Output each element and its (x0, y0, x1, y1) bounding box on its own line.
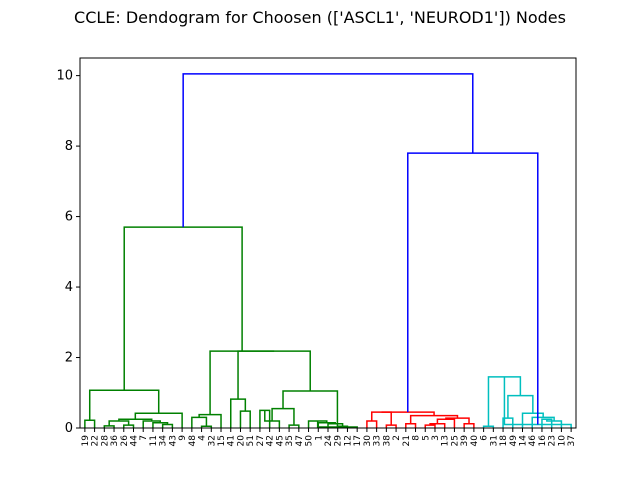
x-tick-label: 4 (198, 435, 208, 441)
dendrogram-link (161, 423, 174, 428)
dendrogram-link (463, 423, 475, 428)
x-tick-label: 38 (382, 435, 392, 447)
x-tick-label: 16 (538, 435, 548, 447)
x-tick-label: 14 (519, 435, 529, 447)
x-tick-label: 7 (139, 435, 149, 441)
dendrogram-link (191, 416, 208, 428)
x-tick-label: 31 (489, 435, 499, 446)
x-tick-label: 30 (363, 435, 373, 447)
x-tick-label: 33 (373, 435, 383, 446)
y-tick-label: 10 (56, 69, 73, 84)
dendrogram-link (409, 414, 459, 424)
x-tick-label: 50 (305, 435, 315, 447)
y-tick-label: 8 (65, 139, 73, 154)
dendrogram-link (316, 420, 358, 428)
dendrogram-link (371, 411, 392, 426)
dendrogram-link (405, 423, 417, 428)
x-tick-label: 25 (450, 435, 460, 446)
x-tick-label: 15 (217, 435, 227, 446)
dendrogram-link (209, 350, 275, 415)
dendrogram-link (152, 421, 169, 428)
dendrogram-link (385, 424, 397, 428)
x-tick-label: 21 (402, 435, 412, 446)
x-tick-label: 20 (236, 435, 246, 447)
x-tick-label: 29 (334, 435, 344, 447)
y-tick-label: 0 (65, 421, 73, 436)
y-tick-label: 2 (65, 351, 73, 366)
dendrogram-link (239, 410, 251, 428)
x-tick-label: 28 (100, 435, 110, 447)
x-tick-label: 45 (275, 435, 285, 446)
x-tick-label: 43 (168, 435, 178, 446)
x-tick-label: 17 (353, 435, 363, 446)
x-tick-label: 2 (392, 435, 402, 441)
x-tick-label: 37 (567, 435, 577, 446)
x-tick-label: 22 (91, 435, 101, 446)
dendrogram-link (198, 413, 222, 428)
dendrogram-link (123, 226, 243, 391)
dendrogram-links (84, 73, 572, 428)
x-tick-label: 18 (499, 435, 509, 447)
x-tick-label: 24 (324, 435, 334, 447)
chart-title: CCLE: Dendogram for Choosen (['ASCL1', '… (74, 8, 566, 27)
dendrogram-link (103, 425, 115, 428)
x-tick-label: 5 (421, 435, 431, 441)
x-tick-label: 35 (285, 435, 295, 446)
dendrogram-link (288, 424, 300, 428)
dendrogram-link (123, 424, 135, 428)
x-tick-label: 39 (460, 435, 470, 447)
dendrogram-link (237, 350, 311, 400)
x-tick-label: 42 (266, 435, 276, 446)
dendrogram-link (182, 73, 474, 228)
plot-frame (79, 57, 577, 429)
dendrogram-link (229, 398, 247, 428)
x-tick-label: 36 (110, 435, 120, 447)
dendrogram-link (271, 407, 295, 426)
x-tick-label: 8 (412, 435, 422, 441)
dendrogram-link (381, 411, 435, 416)
x-tick-label: 34 (159, 435, 169, 447)
y-tick-label: 4 (65, 280, 73, 295)
dendrogram-link (424, 424, 436, 428)
x-tick-label: 49 (509, 435, 519, 447)
dendrogram-link (507, 394, 534, 419)
x-tick-label: 13 (441, 435, 451, 446)
x-tick-label: 51 (246, 435, 256, 446)
x-tick-label: 46 (528, 435, 538, 447)
x-tick-label: 48 (188, 435, 198, 447)
x-tick-label: 3 (431, 435, 441, 441)
x-tick-label: 12 (343, 435, 353, 446)
dendrogram-link (541, 418, 553, 428)
y-axis: 0 2 4 6 8 10 (56, 69, 80, 436)
x-tick-label: 41 (227, 435, 237, 446)
dendrogram-link (307, 420, 328, 428)
x-tick-label: 23 (548, 435, 558, 446)
x-tick-label: 11 (149, 435, 159, 446)
x-tick-label: 19 (81, 435, 91, 447)
x-tick-label: 9 (178, 435, 188, 441)
x-tick-label: 10 (557, 435, 567, 447)
x-tick-label: 40 (470, 435, 480, 447)
dendrogram-link (84, 419, 96, 428)
x-tick-label: 44 (129, 435, 139, 447)
dendrogram-link (407, 152, 539, 425)
x-tick-label: 47 (295, 435, 305, 446)
x-tick-label: 1 (314, 435, 324, 441)
y-tick-label: 6 (65, 210, 73, 225)
dendrogram-link (531, 416, 555, 428)
dendrogram-link (88, 389, 160, 421)
x-tick-label: 32 (207, 435, 217, 446)
dendrogram-link (366, 420, 378, 428)
x-tick-label: 6 (480, 435, 490, 441)
x-tick-label: 26 (120, 435, 130, 447)
x-tick-label: 27 (256, 435, 266, 446)
x-axis: 19 22 28 36 26 44 7 11 34 43 9 48 4 32 15 41 20 51 27 42 45 3… (81, 428, 577, 446)
